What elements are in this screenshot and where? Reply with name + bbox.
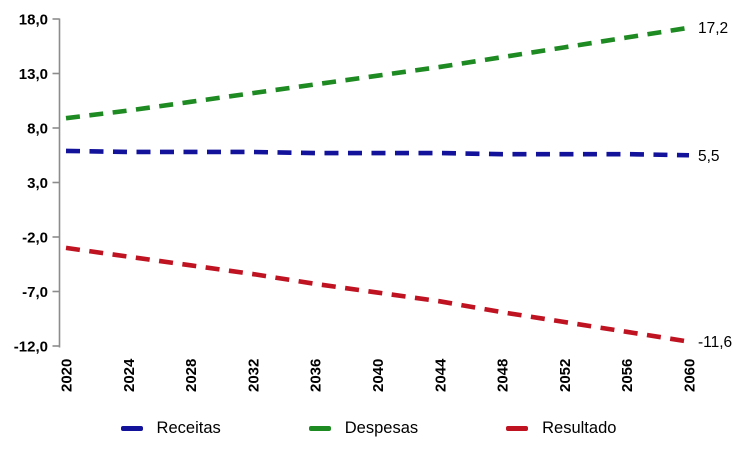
svg-text:3,0: 3,0 xyxy=(27,175,48,192)
legend-label-resultado: Resultado xyxy=(542,418,617,437)
svg-text:2044: 2044 xyxy=(432,358,449,392)
svg-text:-11,6: -11,6 xyxy=(698,334,732,351)
svg-text:8,0: 8,0 xyxy=(27,121,48,138)
svg-text:2028: 2028 xyxy=(183,359,200,392)
svg-text:18,0: 18,0 xyxy=(19,12,48,29)
legend-label-receitas: Receitas xyxy=(156,418,221,437)
legend-item-despesas: Despesas xyxy=(308,418,419,437)
svg-text:-7,0: -7,0 xyxy=(22,284,48,301)
svg-text:5,5: 5,5 xyxy=(698,148,720,165)
svg-text:2048: 2048 xyxy=(495,359,512,392)
svg-text:2024: 2024 xyxy=(121,358,138,392)
legend-item-receitas: Receitas xyxy=(120,418,221,437)
svg-text:2060: 2060 xyxy=(682,359,699,392)
svg-text:2036: 2036 xyxy=(308,359,325,392)
svg-text:2032: 2032 xyxy=(245,359,262,392)
legend-label-despesas: Despesas xyxy=(344,418,419,437)
receitas-dash-icon xyxy=(120,425,143,431)
svg-text:13,0: 13,0 xyxy=(19,66,48,83)
svg-text:2020: 2020 xyxy=(59,359,76,392)
chart-legend: Receitas Despesas Resultado xyxy=(0,412,737,444)
despesas-dash-icon xyxy=(308,425,331,431)
svg-text:2052: 2052 xyxy=(557,359,574,392)
svg-text:17,2: 17,2 xyxy=(698,20,728,37)
resultado-dash-icon xyxy=(506,425,529,431)
legend-item-resultado: Resultado xyxy=(506,420,616,437)
svg-text:2040: 2040 xyxy=(370,359,387,392)
svg-text:2056: 2056 xyxy=(619,359,636,392)
svg-text:-2,0: -2,0 xyxy=(22,230,48,247)
svg-text:-12,0: -12,0 xyxy=(14,339,48,356)
chart-plot-area: 18,0 13,0 8,0 3,0 -2,0 -7,0 -12,0 2020 2024 2028 2… xyxy=(14,12,732,393)
